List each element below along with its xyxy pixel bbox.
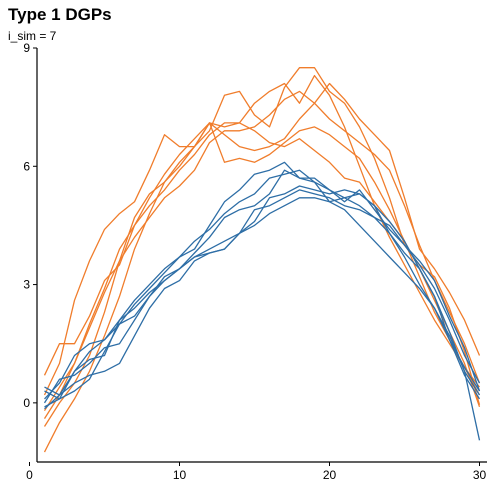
- series-line-9: [43, 189, 481, 404]
- x-tick-label: 10: [173, 468, 187, 482]
- x-tick-label: 30: [473, 468, 487, 482]
- y-tick-label: 6: [23, 159, 30, 173]
- axes-layer: 0 3 6 9 0 10 20 30: [23, 41, 487, 482]
- chart-subtitle: i_sim = 7: [8, 29, 57, 43]
- series-line-2: [43, 74, 481, 427]
- x-tick-label: 20: [323, 468, 337, 482]
- series-line-8: [44, 185, 481, 441]
- series-line-3: [43, 90, 481, 412]
- y-tick-label: 0: [23, 396, 30, 410]
- series-line-11: [44, 161, 481, 408]
- series-line-6: [43, 82, 481, 396]
- series-line-12: [44, 169, 481, 400]
- series-line-5: [43, 122, 481, 419]
- x-tick-label: 0: [26, 468, 33, 482]
- y-tick-label: 9: [23, 41, 30, 55]
- y-tick-label: 3: [23, 278, 30, 292]
- chart-title: Type 1 DGPs: [8, 5, 112, 24]
- series-layer: [43, 67, 481, 453]
